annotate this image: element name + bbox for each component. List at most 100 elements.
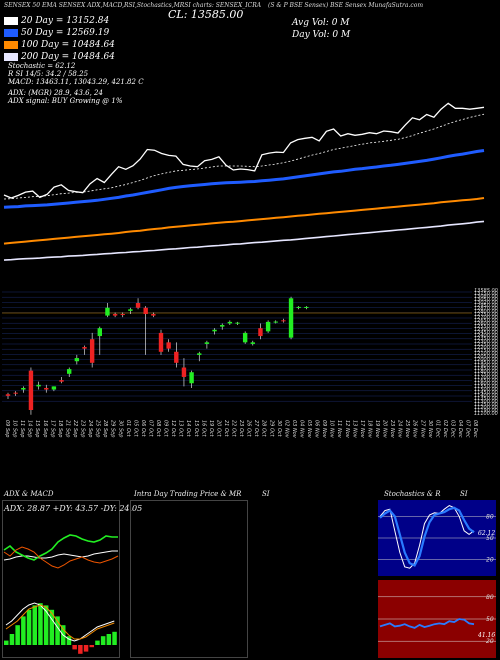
candle-body <box>273 321 278 323</box>
header-title: SENSEX 50 EMA SENSEX ADX,MACD,RSI,Stocha… <box>4 2 262 9</box>
candle-body <box>36 384 41 387</box>
macd-hist-bar <box>15 625 20 645</box>
price-tick-label: 11600.00 <box>474 381 498 387</box>
date-tick-label: 25 Nov <box>404 420 410 439</box>
price-tick-label: 12350.00 <box>474 336 498 342</box>
stoch-panel-title: Stochastics & R <box>384 490 441 498</box>
date-tick-label: 05 Oct <box>132 420 138 438</box>
macd-hist-bar <box>72 645 77 650</box>
candle-body <box>227 321 233 324</box>
macd-hist-bar <box>83 645 89 652</box>
candle-body <box>204 342 210 344</box>
price-tick-label: 11800.00 <box>474 369 498 375</box>
macd-hist-bar <box>9 634 15 645</box>
macd-hist-bar <box>112 631 117 645</box>
date-tick-label: 30 Nov <box>427 420 433 439</box>
date-tick-label: 15 Sep <box>34 420 40 437</box>
price-tick-label: 12300.00 <box>474 339 498 345</box>
macd-hist-bar <box>66 636 72 645</box>
date-tick-label: 25 Sep <box>95 420 101 437</box>
price-tick-label: 11200.00 <box>474 405 498 411</box>
candle-body <box>258 328 263 337</box>
date-tick-label: 01 Dec <box>434 420 440 438</box>
rsi-stat: R SI 14/5: 34.2 / 58.25 <box>8 70 89 78</box>
price-tick-label: 11500.00 <box>474 387 498 393</box>
legend-swatch-20 <box>4 16 18 25</box>
date-tick-label: 10 Sep <box>12 420 18 437</box>
candle-chart: 13585.0013150.0013080.0013050.0013020.00… <box>2 288 498 439</box>
date-tick-label: 12 Nov <box>344 420 350 439</box>
adx-signal-stat: ADX signal: BUY Growing @ 1% <box>8 97 123 105</box>
price-tick-label: 12650.00 <box>474 318 498 324</box>
date-tick-label: 17 Sep <box>49 420 55 437</box>
rsi-value-label: 41.16 <box>478 632 496 639</box>
date-tick-label: 19 Oct <box>208 420 214 438</box>
date-tick-label: 21 Oct <box>223 420 229 438</box>
rsi-tick-label: 80 <box>486 594 494 601</box>
date-tick-label: 22 Oct <box>231 420 237 438</box>
candle-body <box>105 307 110 316</box>
price-tick-label: 13150.00 <box>474 291 498 297</box>
date-tick-label: 08 Dec <box>472 420 478 438</box>
date-tick-label: 11 Sep <box>19 420 25 437</box>
price-tick-label: 11550.00 <box>474 384 498 390</box>
price-tick-label: 12750.00 <box>474 312 498 318</box>
price-tick-label: 12200.00 <box>474 345 498 351</box>
ema-series-50-day <box>3 149 485 209</box>
date-tick-label: 26 Nov <box>412 420 418 439</box>
price-tick-label: 13020.00 <box>474 300 498 306</box>
price-tick-label: 12800.00 <box>474 309 498 315</box>
price-tick-label: 11850.00 <box>474 366 498 372</box>
candle-body <box>265 321 271 332</box>
legend-swatch-200 <box>4 52 18 61</box>
stoch-tick-label: 80 <box>486 513 494 520</box>
close-label: CL: 13585.00 <box>168 8 244 21</box>
candle-body <box>112 314 118 316</box>
candle-body <box>51 386 57 390</box>
candle-body <box>166 342 171 349</box>
ema-series-200-day <box>3 220 485 261</box>
macd-hist-bar <box>4 640 9 645</box>
date-tick-label: 12 Oct <box>170 420 176 438</box>
date-tick-label: 03 Nov <box>291 420 297 439</box>
date-tick-label: 04 Dec <box>457 420 463 438</box>
date-tick-label: 18 Sep <box>57 420 63 437</box>
candle-body <box>89 339 95 363</box>
date-tick-label: 07 Dec <box>465 420 471 438</box>
date-tick-label: 24 Nov <box>397 420 403 439</box>
price-tick-label: 12400.00 <box>474 333 498 339</box>
date-tick-label: 15 Oct <box>193 420 199 438</box>
price-tick-label: 11950.00 <box>474 360 498 366</box>
date-tick-label: 21 Sep <box>64 420 70 437</box>
intraday-panel <box>130 500 248 658</box>
date-tick-label: 13 Oct <box>178 420 184 438</box>
date-tick-label: 07 Oct <box>147 420 153 438</box>
price-tick-label: 12100.00 <box>474 351 498 357</box>
date-tick-label: 03 Dec <box>449 420 455 438</box>
date-tick-label: 18 Nov <box>366 420 372 439</box>
legend-label-50: 50 Day = 12569.19 <box>21 28 110 38</box>
price-tick-label: 12950.00 <box>474 303 498 309</box>
candle-body <box>189 372 194 384</box>
adx-series-di <box>3 546 119 569</box>
date-tick-label: 13 Nov <box>351 420 357 439</box>
date-tick-label: 09 Oct <box>163 420 169 438</box>
intraday-si: SI <box>262 490 270 498</box>
price-tick-label: 13585.00 <box>474 288 498 294</box>
price-tick-label: 11250.00 <box>474 402 498 408</box>
candle-body <box>82 347 87 349</box>
stoch-stat: Stochastic = 62.12 <box>8 62 76 70</box>
rsi-tick-label: 20 <box>486 638 494 645</box>
candle-body <box>197 353 202 355</box>
stoch-series-fast <box>379 505 475 569</box>
mrsi-series <box>379 618 475 629</box>
price-tick-label: 12050.00 <box>474 354 498 360</box>
candle-body <box>143 307 148 315</box>
candle-body <box>135 303 141 308</box>
price-tick-label: 11100.00 <box>474 411 498 417</box>
price-tick-label: 12870.00 <box>474 306 498 312</box>
macd-line <box>5 602 115 642</box>
rsi-tick-label: 50 <box>486 616 494 623</box>
date-tick-label: 11 Nov <box>336 420 342 439</box>
